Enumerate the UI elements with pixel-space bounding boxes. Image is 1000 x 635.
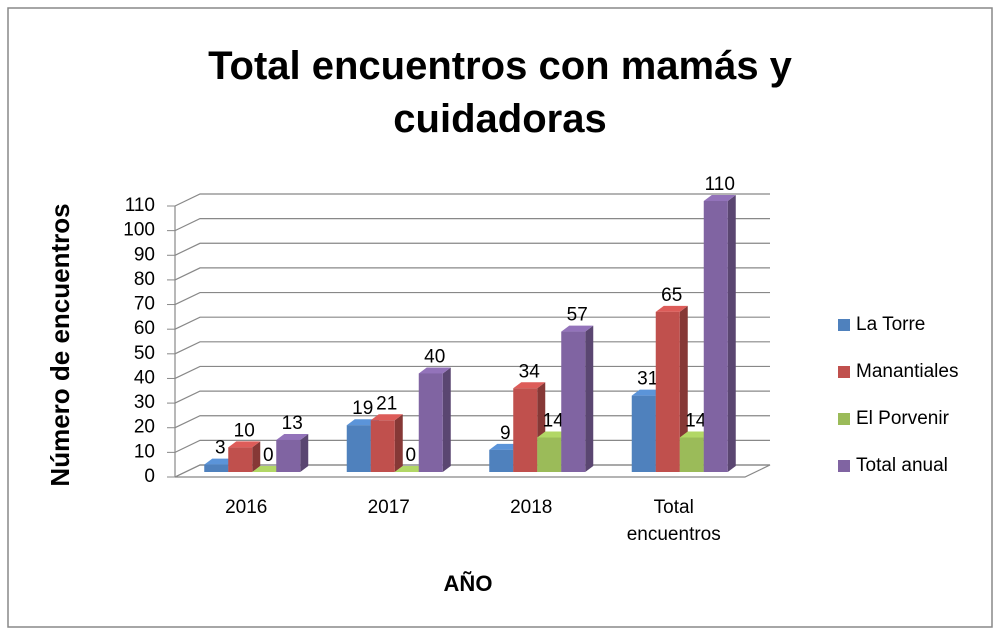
bar-top: [418, 367, 451, 374]
bar-front: [513, 388, 538, 472]
bar-front: [276, 439, 301, 472]
value-label: 65: [661, 285, 682, 306]
bar-top: [703, 195, 736, 201]
grid-line: [174, 291, 770, 306]
y-tick-label: 10: [134, 441, 155, 462]
x-tick-label: 2018: [510, 497, 553, 518]
bar-front: [561, 331, 586, 472]
bar: [703, 195, 736, 472]
value-label: 9: [500, 423, 511, 444]
y-tick-label: 70: [134, 294, 155, 315]
y-tick-label: 30: [134, 392, 155, 413]
bar-top: [513, 382, 546, 389]
bar-side: [727, 195, 736, 472]
value-label: 21: [376, 393, 397, 414]
y-tick-label: 40: [134, 367, 155, 388]
bar-front: [370, 420, 395, 472]
bar-front: [204, 464, 229, 472]
value-label: 31: [637, 369, 658, 390]
bar-side: [300, 433, 309, 472]
y-tick-label: 20: [134, 417, 155, 438]
value-label: 34: [519, 361, 541, 382]
value-label: 14: [685, 411, 707, 432]
grid-line: [174, 316, 770, 330]
legend-swatch: [838, 460, 850, 472]
y-tick-label: 110: [125, 195, 155, 216]
y-tick-label: 90: [134, 244, 155, 265]
x-tick-label: 2016: [225, 497, 268, 518]
grid-line: [174, 267, 770, 281]
value-label: 3: [215, 438, 226, 459]
bar-front: [489, 449, 514, 472]
legend-swatch: [838, 319, 850, 331]
value-label: 10: [234, 420, 255, 441]
grid-line: [174, 193, 770, 207]
bar-front: [679, 437, 704, 472]
bar-top: [561, 325, 594, 332]
legend-swatch: [838, 413, 850, 425]
bar-top: [276, 433, 309, 440]
bar: [228, 441, 261, 472]
bar: [561, 325, 594, 472]
bar-front: [228, 447, 253, 472]
value-label: 0: [263, 445, 274, 466]
legend-label: El Porvenir: [856, 408, 950, 429]
x-tick-label: Total encuentros: [626, 497, 721, 545]
bar-front: [346, 425, 371, 472]
bar-side: [585, 325, 594, 472]
bar-front: [418, 373, 443, 472]
bar: [418, 367, 451, 472]
value-label: 13: [282, 413, 303, 434]
x-axis-label: AÑO: [444, 571, 493, 596]
bar-side: [252, 441, 261, 472]
bar: [276, 433, 309, 472]
bar-top: [655, 305, 688, 312]
y-tick-label: 100: [123, 220, 155, 241]
y-tick-label: 0: [144, 466, 155, 487]
y-tick-label: 80: [134, 269, 155, 290]
y-axis-label: Número de encuentros: [45, 203, 75, 486]
chart-title: Total encuentros con mamás y cuidadoras: [208, 44, 792, 141]
bar-front: [655, 311, 680, 472]
bar-top: [370, 414, 403, 421]
bar-front: [703, 201, 728, 472]
value-label: 57: [567, 305, 588, 326]
value-label: 0: [405, 445, 416, 466]
bar-side: [679, 305, 688, 472]
bar: [655, 305, 688, 472]
grid-line: [174, 242, 770, 256]
x-tick-label: 2017: [367, 497, 410, 518]
value-label: 110: [705, 174, 735, 195]
bar-top: [228, 441, 261, 448]
bar-side: [442, 367, 451, 472]
legend-label: Total anual: [856, 455, 948, 476]
value-label: 14: [543, 411, 565, 432]
value-label: 40: [424, 346, 445, 367]
bar-side: [394, 414, 403, 472]
y-tick-label: 50: [134, 343, 155, 364]
y-tick-label: 60: [134, 318, 155, 339]
legend-swatch: [838, 366, 850, 378]
legend-label: Manantiales: [856, 361, 958, 382]
bar-front: [631, 395, 656, 472]
bar-front: [537, 437, 562, 472]
grid-line: [174, 218, 770, 232]
legend-label: La Torre: [856, 314, 925, 335]
value-label: 19: [352, 398, 373, 419]
bar: [370, 414, 403, 472]
